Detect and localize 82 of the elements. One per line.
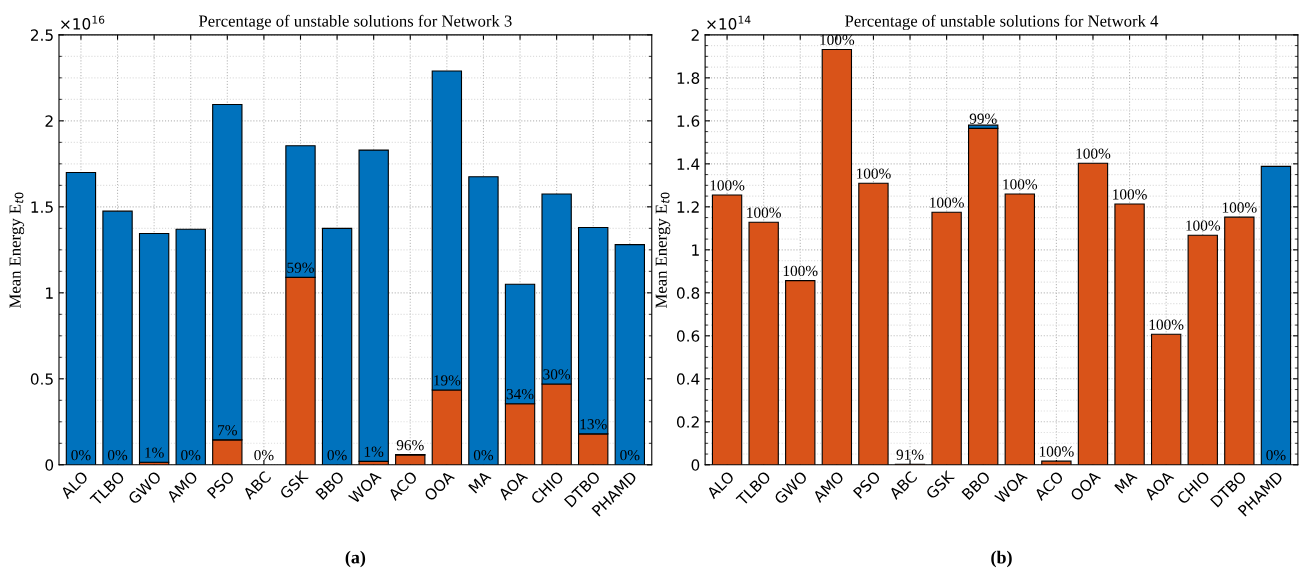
annotation: 100% [856,168,891,179]
bar [468,176,499,465]
bar [858,182,889,465]
text: (a) [345,550,366,568]
bar [65,171,97,465]
annotation: 0% [254,450,274,461]
y-axis-title: Mean Energy E$_{t0}$ [655,192,671,309]
annotation: 100% [1149,319,1184,330]
bar [785,280,816,465]
annotation: 1% [145,447,164,458]
y-tick-label: 1.6 [677,115,700,127]
annotation: 100% [1003,179,1038,190]
y-tick-label: 1.4 [677,158,700,170]
bar [614,244,646,465]
bar [711,194,743,465]
x-tick-label: MA [468,470,492,494]
annotation: 30% [543,369,571,380]
y-tick-label: 1 [692,244,699,256]
bar [821,48,853,465]
annotation: 19% [434,375,461,386]
text: ×10$^{16}$ [61,15,105,30]
bar [1041,460,1072,465]
annotation: 100% [1222,202,1257,213]
annotation: 100% [930,197,964,208]
annotation: 100% [1186,220,1221,231]
annotation: 0% [107,450,128,461]
annotation: 0% [327,450,347,461]
annotation: 100% [783,265,818,277]
annotation: 100% [1113,189,1147,200]
annotation: 34% [506,388,534,400]
bar [1150,333,1182,465]
chart-title: Percentage of unstable solutions for Network 3 [198,14,512,31]
y-tick-label: 1.5 [31,201,53,213]
x-tick-label: MA [1114,470,1138,494]
text: ×10$^{14}$ [707,15,751,30]
annotation: 99% [969,113,997,124]
bar [931,211,962,465]
annotation: 0% [71,450,91,461]
bar [175,228,206,465]
annotation: 100% [1076,148,1111,159]
bar [748,221,779,465]
annotation: 100% [747,207,781,218]
annotation: 100% [710,180,745,191]
annotation: 100% [820,34,855,46]
annotation: 0% [473,450,494,461]
bar [1260,165,1292,465]
y-tick-label: 1.2 [677,201,699,213]
bar [968,127,999,465]
bar [1114,203,1145,465]
annotation: 13% [580,419,607,430]
y-tick-label: 0.2 [676,416,699,428]
bar [1187,234,1218,465]
y-tick-label: 0.8 [676,287,700,299]
bar [1004,193,1035,465]
text: (b) [991,550,1012,568]
y-tick-label: 0.4 [676,373,700,385]
bar [102,210,133,465]
annotation: 96% [396,440,424,451]
annotation: 1% [364,446,384,457]
annotation: 7% [218,425,237,436]
y-tick-label: 2 [691,29,699,41]
bar [358,149,389,462]
y-tick-label: 2.5 [30,29,53,41]
bar [1224,216,1255,465]
annotation: 100% [1039,446,1074,457]
annotation: 59% [287,262,314,273]
y-tick-label: 1 [46,287,53,299]
chart-title: Percentage of unstable solutions for Network 4 [845,14,1159,31]
bar [138,232,170,463]
y-tick-label: 2 [45,115,53,127]
annotation: 0% [1266,450,1286,461]
bar [1077,162,1109,465]
annotation: 91% [896,449,924,460]
y-tick-label: 0 [45,459,54,471]
y-axis-title: Mean Energy E$_{t0}$ [9,192,25,309]
y-tick-label: 0.6 [676,330,700,342]
y-tick-label: 0 [691,459,700,471]
annotation: 0% [620,450,640,461]
y-tick-label: 1.8 [677,72,700,84]
annotation: 0% [181,450,201,461]
y-tick-label: 0.5 [30,373,53,385]
bar [321,227,353,465]
